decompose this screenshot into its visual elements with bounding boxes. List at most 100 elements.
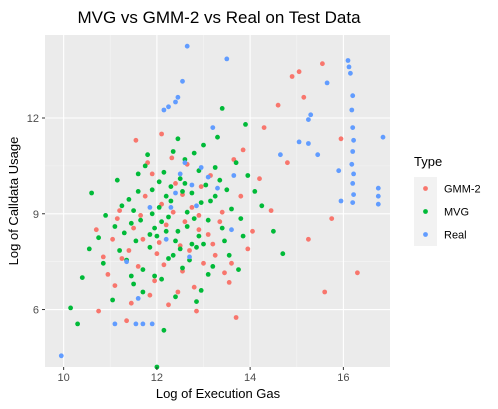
point-mvg [133,238,139,244]
point-mvg [170,149,176,154]
point-mvg [196,233,202,239]
point-gmm-2 [296,69,302,75]
point-gmm-2 [238,193,244,199]
point-real [229,227,234,233]
point-real [380,134,386,140]
x-tick-label: 16 [337,372,349,384]
x-axis-ticks: 10 12 14 16 [58,367,350,384]
point-gmm-2 [140,236,146,242]
point-mvg [68,305,73,311]
point-mvg [201,142,206,148]
point-mvg [201,241,206,247]
point-real [135,296,141,301]
chart-title: MVG vs GMM-2 vs Real on Test Data [77,8,361,27]
point-mvg [100,260,106,266]
point-mvg [152,225,158,231]
legend-label-mvg: MVG [444,207,469,219]
point-mvg [112,224,118,229]
point-mvg [236,267,241,272]
point-mvg [170,252,176,258]
point-mvg [147,244,153,250]
point-gmm-2 [154,251,160,257]
point-real [350,200,356,206]
point-mvg [163,193,169,199]
legend-swatch-mvg [423,209,428,214]
point-real [336,168,342,174]
point-mvg [198,288,204,293]
point-real [324,80,330,86]
point-gmm-2 [124,318,129,324]
point-real [296,139,302,145]
point-real [182,160,188,166]
point-mvg [117,248,122,253]
point-mvg [131,281,137,287]
point-mvg [233,160,239,166]
point-gmm-2 [138,213,144,218]
y-tick-label: 9 [33,209,39,221]
point-gmm-2 [159,131,165,137]
x-tick-label: 12 [151,372,163,384]
point-real [205,174,211,180]
y-tick-label: 6 [33,305,39,317]
point-real [350,93,356,99]
point-gmm-2 [93,227,99,233]
point-mvg [110,297,115,303]
point-real [175,94,181,100]
point-gmm-2 [338,136,344,142]
point-real [306,117,311,122]
point-real [124,259,129,265]
point-gmm-2 [320,61,325,67]
point-mvg [89,190,94,196]
point-mvg [189,190,195,196]
point-mvg [208,198,213,204]
point-real [350,181,356,186]
x-tick-label: 10 [58,372,70,384]
point-mvg [182,181,188,186]
point-real [210,125,216,130]
point-real [133,321,139,327]
point-real [184,43,190,49]
point-gmm-2 [126,248,132,253]
point-gmm-2 [156,240,162,245]
point-real [224,56,230,62]
point-real [189,182,195,188]
point-gmm-2 [355,270,360,276]
point-gmm-2 [169,155,175,161]
point-mvg [166,214,171,220]
point-real [187,254,192,260]
point-mvg [159,219,165,225]
point-mvg [168,184,174,190]
point-real [338,198,344,204]
point-mvg [138,217,144,223]
point-gmm-2 [152,278,158,284]
point-gmm-2 [322,289,328,295]
legend-swatch-gmm-2 [423,186,428,191]
point-mvg [177,176,183,182]
point-mvg [240,233,246,239]
point-mvg [75,321,80,327]
point-gmm-2 [285,160,290,166]
point-mvg [156,179,162,185]
point-real [168,205,174,210]
point-gmm-2 [161,262,167,268]
point-gmm-2 [210,241,216,247]
point-gmm-2 [257,176,262,182]
point-gmm-2 [212,252,218,258]
point-mvg [280,251,286,257]
point-mvg [198,200,204,206]
point-real [231,173,237,178]
point-mvg [128,273,134,279]
point-gmm-2 [175,289,181,295]
point-gmm-2 [166,302,171,308]
point-mvg [135,171,141,177]
point-mvg [203,182,209,188]
point-gmm-2 [245,246,251,252]
point-mvg [147,232,153,237]
legend-label-gmm-2: GMM-2 [444,184,481,196]
legend-label-real: Real [444,230,467,242]
point-gmm-2 [217,219,223,225]
point-mvg [212,165,218,170]
point-real [349,161,355,167]
point-mvg [194,244,199,250]
